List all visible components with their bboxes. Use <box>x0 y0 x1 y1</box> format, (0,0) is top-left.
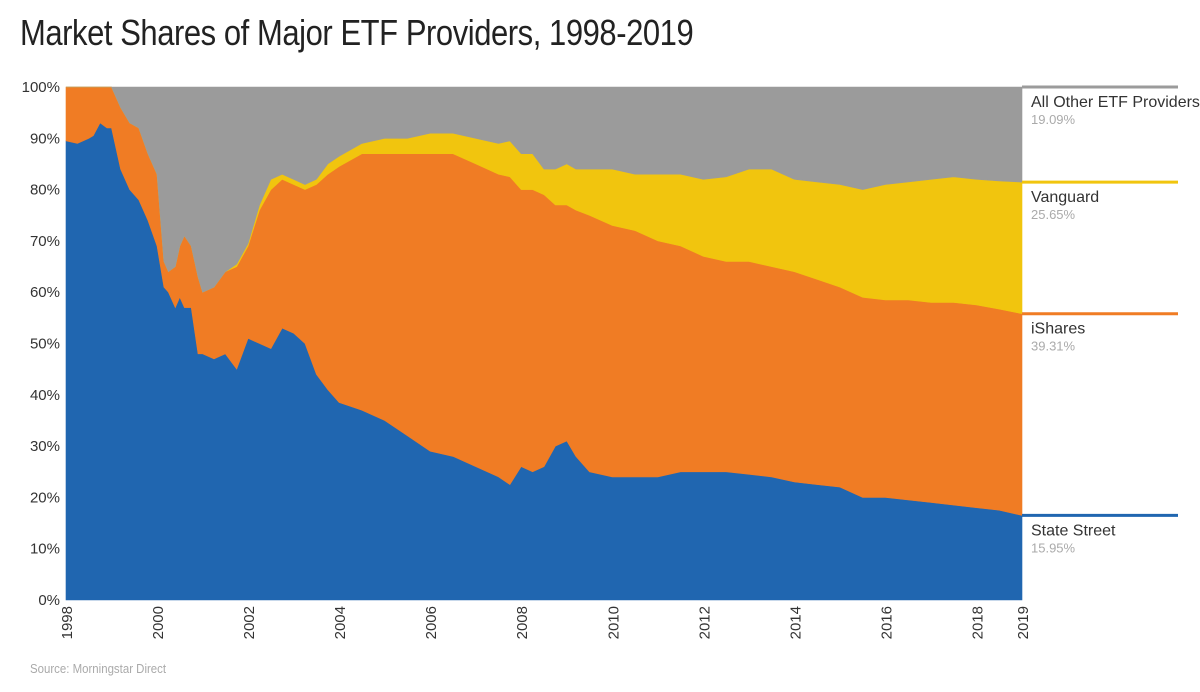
y-tick-label: 60% <box>30 284 60 301</box>
x-tick-label: 2002 <box>241 606 258 639</box>
legend-share-ishares: 39.31% <box>1031 339 1076 354</box>
y-tick-label: 50% <box>30 336 60 353</box>
legend-share-state-street: 15.95% <box>1031 540 1076 555</box>
x-tick-label: 2012 <box>696 606 713 639</box>
legend-label-all-other-etf-providers: All Other ETF Providers <box>1031 94 1200 111</box>
area-layer <box>65 86 1023 601</box>
area-all-other-etf-providers <box>66 86 1023 293</box>
x-axis: 1998 2000 2002 2004 2006 2008 2010 2012 2014 2016… <box>59 606 1032 639</box>
x-tick-label: 2010 <box>605 606 622 639</box>
y-tick-label: 40% <box>30 387 60 404</box>
source-note: Source: Morningstar Direct <box>30 661 167 676</box>
legend-label-vanguard: Vanguard <box>1031 189 1099 206</box>
x-tick-label: 2000 <box>150 606 167 639</box>
x-tick-label: 2016 <box>878 606 895 639</box>
y-axis: 0% 10% 20% 30% 40% 50% 60% 70% 80% 90% 100% <box>22 79 60 609</box>
y-tick-label: 90% <box>30 130 60 147</box>
y-tick-label: 0% <box>38 592 60 609</box>
x-tick-label: 2018 <box>970 606 987 639</box>
x-tick-label: 2008 <box>514 606 531 639</box>
legend-label-state-street: State Street <box>1031 522 1116 539</box>
y-tick-label: 80% <box>30 182 60 199</box>
x-tick-label: 2004 <box>332 606 349 639</box>
y-tick-label: 70% <box>30 233 60 250</box>
x-tick-label: 2014 <box>787 606 804 639</box>
legend-label-ishares: iShares <box>1031 321 1085 338</box>
y-tick-label: 10% <box>30 541 60 558</box>
chart-title: Market Shares of Major ETF Providers, 19… <box>20 12 694 53</box>
y-tick-label: 20% <box>30 489 60 506</box>
x-tick-label: 2019 <box>1015 606 1032 639</box>
x-tick-label: 1998 <box>59 606 76 639</box>
legend-share-all-other-etf-providers: 19.09% <box>1031 112 1076 127</box>
y-tick-label: 30% <box>30 438 60 455</box>
x-tick-label: 2006 <box>423 606 440 639</box>
y-tick-label: 100% <box>22 79 60 96</box>
legend-share-vanguard: 25.65% <box>1031 207 1076 222</box>
